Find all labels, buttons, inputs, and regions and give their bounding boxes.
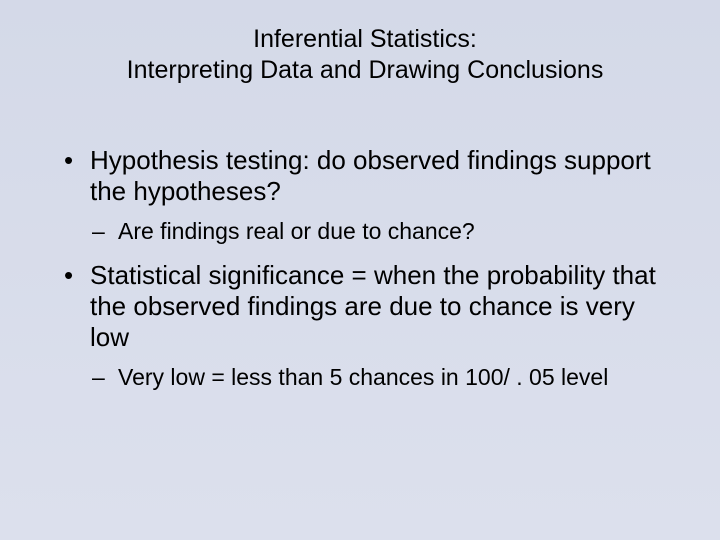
bullet-text: Hypothesis testing: do observed findings… (90, 145, 651, 206)
sub-bullet-item: Very low = less than 5 chances in 100/ .… (90, 363, 670, 392)
slide-body: Hypothesis testing: do observed findings… (60, 145, 670, 392)
title-line-2: Interpreting Data and Drawing Conclusion… (60, 55, 670, 86)
bullet-item: Hypothesis testing: do observed findings… (60, 145, 670, 246)
sub-bullet-text: Very low = less than 5 chances in 100/ .… (118, 364, 608, 390)
sub-bullet-list: Are findings real or due to chance? (90, 217, 670, 246)
sub-bullet-item: Are findings real or due to chance? (90, 217, 670, 246)
slide-title: Inferential Statistics: Interpreting Dat… (60, 24, 670, 87)
title-line-1: Inferential Statistics: (60, 24, 670, 55)
bullet-text: Statistical significance = when the prob… (90, 260, 656, 352)
sub-bullet-text: Are findings real or due to chance? (118, 218, 475, 244)
sub-bullet-list: Very low = less than 5 chances in 100/ .… (90, 363, 670, 392)
bullet-list: Hypothesis testing: do observed findings… (60, 145, 670, 392)
bullet-item: Statistical significance = when the prob… (60, 260, 670, 392)
